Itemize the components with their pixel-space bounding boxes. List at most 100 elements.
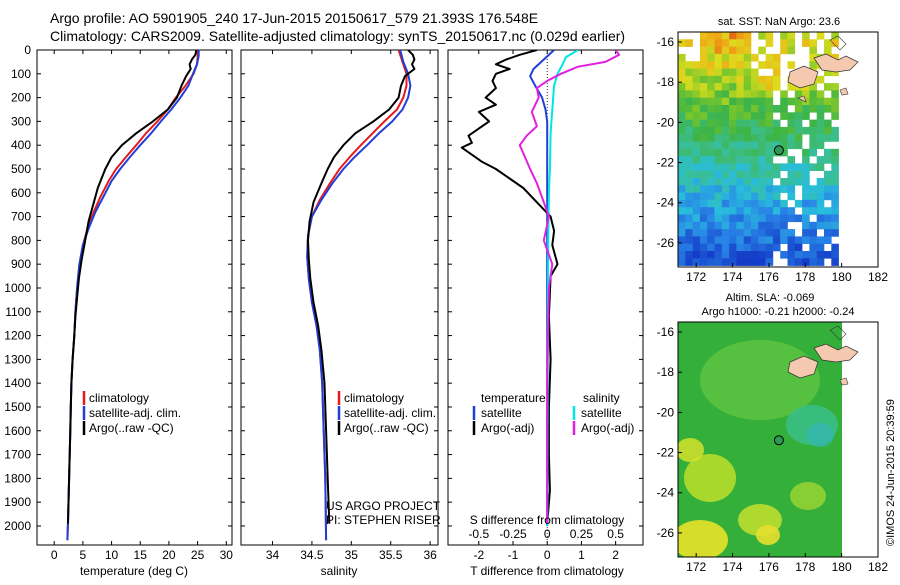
sst-cell <box>692 90 701 98</box>
sst-cell <box>707 90 715 98</box>
imos-timestamp: ©IMOS 24-Jun-2015 20:39:59 <box>885 399 897 546</box>
sst-cell <box>772 75 781 84</box>
sst-cell <box>678 221 686 230</box>
sst-cell <box>729 61 737 69</box>
sst-cell <box>685 163 693 171</box>
figure-title-line2: Climatology: CARS2009. Satellite-adjuste… <box>50 28 625 44</box>
sst-cell <box>794 178 803 186</box>
sst-cell <box>824 46 832 55</box>
sst-cell <box>692 83 701 91</box>
sst-cell <box>809 192 817 201</box>
sst-cell <box>772 105 781 113</box>
sla-map: 172 174 176 178 180 182 -16 -18 -20 -22 -24 -26 <box>657 321 888 574</box>
sst-cell <box>831 112 839 120</box>
sst-cell <box>743 32 752 40</box>
sst-cell <box>758 156 766 164</box>
sst-cell <box>699 236 708 244</box>
sst-cell <box>721 112 730 120</box>
depth-tick-label: 1800 <box>4 471 31 485</box>
sst-cell <box>780 207 788 215</box>
sst-cell <box>729 214 737 223</box>
sst-cell <box>809 185 817 193</box>
sst-cell <box>678 83 686 91</box>
x-tick-label: 10 <box>105 548 119 562</box>
sst-cell <box>692 185 701 193</box>
x-tick-label: 15 <box>134 548 148 562</box>
sst-cell <box>758 199 766 208</box>
sst-cell <box>772 243 781 252</box>
sst-cell <box>809 83 817 91</box>
sst-cell <box>678 141 686 150</box>
series-line-satellite-temperature <box>529 50 555 526</box>
depth-tick-label: 1600 <box>4 424 31 438</box>
sst-cell <box>678 112 686 120</box>
sst-cell <box>765 53 774 62</box>
vanua-levu-island <box>813 53 859 73</box>
sst-cell <box>692 178 701 186</box>
sst-cell <box>692 126 701 135</box>
sst-cell <box>736 192 744 201</box>
map-y-tick-label: -20 <box>657 405 675 419</box>
sst-cell <box>685 243 693 252</box>
x-tick-label: 0 <box>544 548 551 562</box>
sst-cell <box>772 229 781 237</box>
sst-cell <box>802 251 810 259</box>
sst-cell <box>743 207 752 215</box>
salinity-axes: 34 34.5 35 35.5 36 <box>241 49 438 562</box>
sst-cell <box>692 214 701 223</box>
sst-cell <box>824 134 832 142</box>
islet <box>839 87 849 96</box>
sst-cell <box>707 251 715 259</box>
sst-cell <box>765 141 774 150</box>
sst-cell <box>824 68 832 77</box>
sst-cell <box>678 134 686 142</box>
sst-cell <box>736 75 744 84</box>
sst-cell <box>685 185 693 193</box>
sla-anomaly-patch <box>756 525 780 545</box>
viti-levu-island <box>787 355 819 379</box>
sst-cell <box>751 134 759 142</box>
project-name: US ARGO PROJECT <box>326 499 441 513</box>
sst-cell <box>707 32 715 40</box>
sst-cell <box>772 192 781 201</box>
sst-cell <box>729 236 737 244</box>
sst-cell <box>714 243 723 252</box>
map-x-tick-label: 180 <box>832 270 852 284</box>
sst-cell <box>780 214 788 223</box>
sst-cell <box>794 214 803 223</box>
sst-cell <box>765 207 774 215</box>
sst-cell <box>772 199 781 208</box>
sst-cell <box>780 134 788 142</box>
sst-cell <box>758 178 766 186</box>
sst-cell <box>802 221 810 230</box>
sst-cell <box>765 97 774 106</box>
sst-cell <box>816 119 825 128</box>
islet <box>829 35 847 51</box>
sst-cell <box>692 192 701 201</box>
sst-cell <box>787 97 796 106</box>
sst-cell <box>685 119 693 128</box>
sst-cell <box>721 207 730 215</box>
sst-cell <box>721 214 730 223</box>
sst-cell <box>809 229 817 237</box>
sst-cell <box>765 192 774 201</box>
sst-cell <box>802 258 810 266</box>
sst-cell <box>685 207 693 215</box>
sst-cell <box>751 105 759 113</box>
sst-cell <box>743 178 752 186</box>
sst-cell <box>816 141 825 150</box>
sst-cell <box>780 126 788 135</box>
sst-cell <box>802 32 810 40</box>
sst-cell <box>721 90 730 98</box>
sst-cell <box>714 39 723 47</box>
sst-cell <box>765 185 774 193</box>
depth-tick-label: 600 <box>11 186 31 200</box>
sst-cell <box>743 61 752 69</box>
sst-cell <box>816 156 825 164</box>
sst-cell <box>707 163 715 171</box>
sst-cell <box>699 192 708 201</box>
sst-cell <box>780 251 788 259</box>
sst-cell <box>809 90 817 98</box>
sst-cell <box>729 53 737 62</box>
sst-cell <box>743 156 752 164</box>
